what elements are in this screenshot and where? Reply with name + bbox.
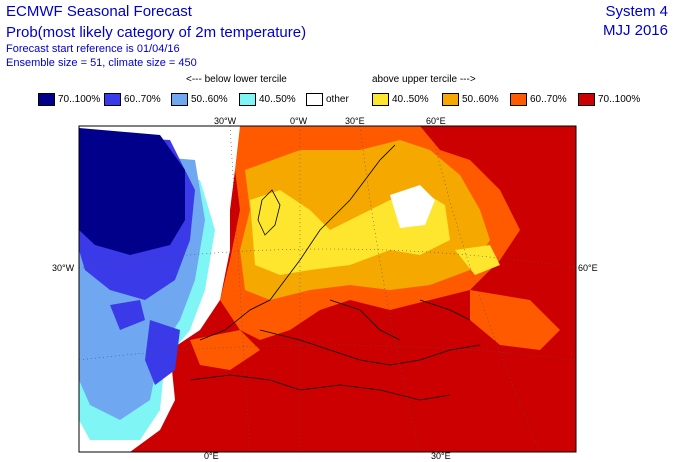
- legend-swatch: [171, 92, 188, 106]
- legend-swatch: [372, 92, 389, 106]
- legend-swatch: [239, 92, 256, 106]
- legend-below-caption: <--- below lower tercile: [186, 74, 287, 85]
- legend-swatch: [306, 92, 323, 106]
- legend-label: 50..60%: [191, 93, 228, 105]
- legend-item: 40..50%: [372, 92, 429, 106]
- lon-label-top-30e: 30°E: [345, 116, 365, 126]
- legend-item: 40..50%: [239, 92, 296, 106]
- legend-item: 60..70%: [104, 92, 161, 106]
- lat-label-left-30w: 30°W: [52, 263, 75, 273]
- chart-subtitle: Prob(most likely category of 2m temperat…: [6, 24, 307, 41]
- legend-label: other: [326, 93, 349, 105]
- map-region-yellow-east: [455, 245, 500, 275]
- lon-label-top-60e: 60°E: [426, 116, 446, 126]
- map-region-blue-south: [145, 320, 180, 385]
- lon-label-bottom-0e: 0°E: [204, 451, 219, 461]
- legend-label: 60..70%: [530, 93, 567, 105]
- legend-swatch: [510, 92, 527, 106]
- system-label: System 4: [605, 3, 668, 20]
- lat-label-right-60e: 60°E: [578, 263, 598, 273]
- chart-title: ECMWF Seasonal Forecast: [6, 3, 192, 20]
- coastline-europe: [199, 144, 481, 366]
- forecast-period: MJJ 2016: [602, 22, 668, 39]
- lon-label-bottom-30e: 30°E: [431, 451, 451, 461]
- legend-label: 70..100%: [598, 93, 641, 105]
- legend-item: 50..60%: [171, 92, 228, 106]
- legend-item: 50..60%: [442, 92, 499, 106]
- legend: 70..100% 60..70% 50..60% 40..50% other 40..50…: [38, 92, 658, 106]
- legend-label: 70..100%: [58, 93, 101, 105]
- map-frame: [78, 125, 577, 453]
- legend-swatch: [442, 92, 459, 106]
- legend-above-caption: above upper tercile --->: [372, 74, 476, 85]
- coastline-uk: [257, 189, 281, 236]
- ensemble-size: Ensemble size = 51, climate size = 450: [6, 57, 197, 69]
- lon-label-top-30w: 30°W: [214, 116, 237, 126]
- legend-item: other: [306, 92, 349, 106]
- legend-swatch: [578, 92, 595, 106]
- legend-item: 70..100%: [578, 92, 640, 106]
- legend-swatch: [104, 92, 121, 106]
- map-region-dark-orange-iberia: [190, 330, 260, 370]
- legend-label: 50..60%: [462, 93, 499, 105]
- legend-label: 60..70%: [124, 93, 161, 105]
- forecast-start-reference: Forecast start reference is 01/04/16: [6, 43, 180, 55]
- probability-map: 30°W 0°W 30°E 60°E 30°W 60°E 0°E 30°E: [52, 116, 598, 461]
- lon-label-top-0w: 0°W: [290, 116, 308, 126]
- map-region-white-north: [390, 185, 435, 228]
- legend-swatch: [38, 92, 55, 106]
- map-region-dark-orange-east: [470, 290, 560, 350]
- legend-item: 70..100%: [38, 92, 100, 106]
- map-region-deep-blue: [79, 128, 185, 255]
- legend-label: 40..50%: [259, 93, 296, 105]
- legend-item: 60..70%: [510, 92, 567, 106]
- legend-label: 40..50%: [392, 93, 429, 105]
- coastline-africa: [189, 374, 451, 401]
- map-region-blue-small: [110, 300, 145, 330]
